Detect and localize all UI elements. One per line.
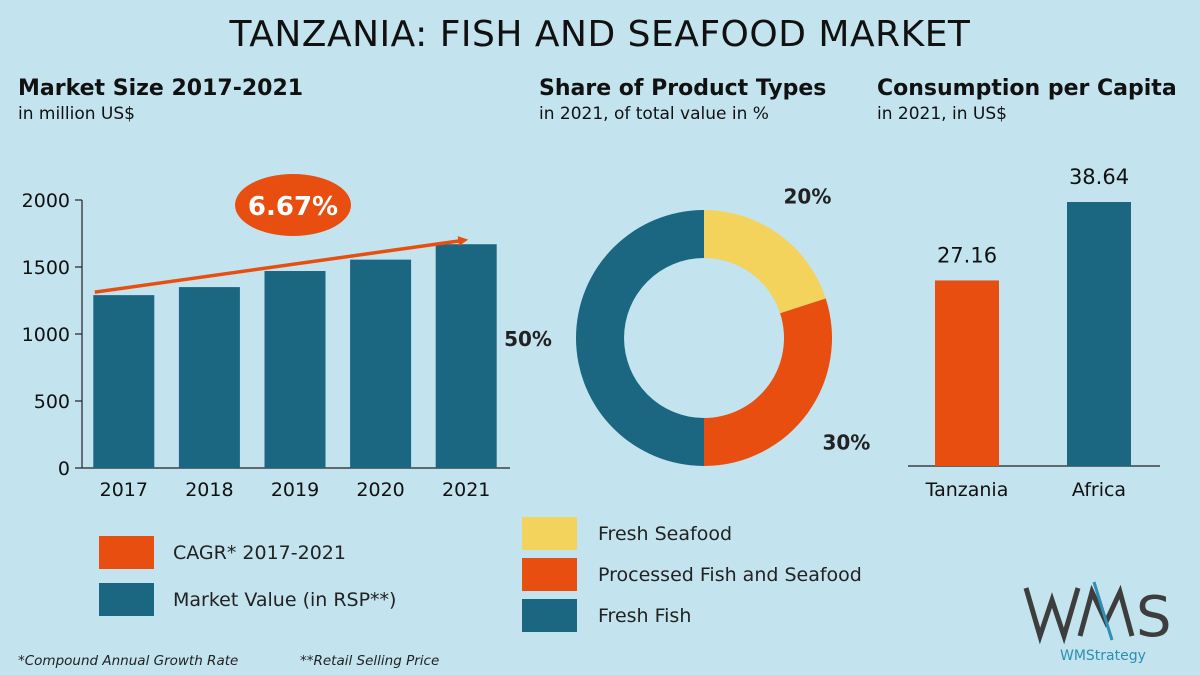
x-tick-label: 2017 [100,479,148,501]
legend-label-fresh-seafood: Fresh Seafood [598,522,733,545]
bar-2021 [435,244,497,468]
y-tick-label: 2000 [22,190,70,212]
legend-swatch-processed [522,558,577,591]
bar-tanzania [935,280,999,466]
market-size-subtitle: in million US$ [18,104,135,124]
wmstrategy-logo: S WMStrategy [1020,578,1190,670]
legend-label-cagr: CAGR* 2017-2021 [173,541,346,564]
consumption-subtitle: in 2021, in US$ [877,104,1007,124]
y-tick-label: 1000 [22,324,70,346]
market-size-chart: 0 500 1000 1500 2000 2017 2018 2019 2020 2021 6.67… [22,174,510,501]
share-legend: Fresh Seafood Processed Fish and Seafood… [522,517,862,632]
data-label: 27.16 [937,243,997,267]
slice-fresh-seafood [704,210,826,314]
consumption-title: Consumption per Capita [877,76,1177,101]
legend-label-fresh-fish: Fresh Fish [598,604,692,627]
svg-text:S: S [1136,585,1172,648]
x-tick-label: 2021 [442,479,490,501]
y-tick-label: 500 [34,391,70,413]
legend-item-cagr: CAGR* 2017-2021 [99,536,396,569]
x-tick-label: 2019 [271,479,319,501]
legend-swatch-fresh-seafood [522,517,577,550]
legend-swatch-fresh-fish [522,599,577,632]
wms-logo-mark: S [1023,581,1172,650]
slice-label: 30% [822,430,870,454]
market-size-header: Market Size 2017-2021 in million US$ [18,76,303,124]
cagr-badge [235,174,351,237]
y-tick-label: 0 [58,458,70,480]
legend-item-processed: Processed Fish and Seafood [522,558,862,591]
bar-2019 [264,271,326,468]
x-tick-label: Africa [1072,479,1126,501]
share-header: Share of Product Types in 2021, of total… [539,76,826,124]
market-legend: CAGR* 2017-2021 Market Value (in RSP**) [99,536,396,616]
slice-label: 20% [784,185,832,209]
footnote-rsp: **Retail Selling Price [300,653,440,669]
x-tick-label: 2020 [356,479,404,501]
consumption-chart: 27.16 Tanzania 38.64 Africa [908,165,1160,501]
cagr-value: 6.67% [248,192,338,222]
share-title: Share of Product Types [539,76,827,101]
share-donut-chart: 20% 30% 50% [504,185,870,466]
legend-item-market-value: Market Value (in RSP**) [99,583,396,616]
consumption-header: Consumption per Capita in 2021, in US$ [877,76,1177,124]
market-size-title: Market Size 2017-2021 [18,76,304,101]
bar-2020 [350,259,412,468]
cagr-arrow [94,236,469,294]
page-title: TANZANIA: FISH AND SEAFOOD MARKET [229,14,971,55]
x-tick-label: 2018 [185,479,233,501]
x-tick-label: Tanzania [925,479,1009,501]
share-subtitle: in 2021, of total value in % [539,104,769,124]
bar-2018 [178,287,240,468]
legend-label-market-value: Market Value (in RSP**) [173,588,397,611]
legend-swatch-market-value [99,583,154,616]
slice-processed-fish-and-seafood [704,298,832,466]
bar-africa [1067,202,1131,466]
legend-item-fresh-fish: Fresh Fish [522,599,862,632]
legend-swatch-cagr [99,536,154,569]
bar-2017 [93,295,155,468]
slice-label: 50% [504,327,552,351]
data-label: 38.64 [1069,165,1129,189]
y-tick-label: 1500 [22,257,70,279]
legend-label-processed: Processed Fish and Seafood [598,563,862,586]
logo-text: WMStrategy [1060,648,1146,664]
footnote-cagr: *Compound Annual Growth Rate [18,653,239,669]
slice-fresh-fish [576,210,704,466]
legend-item-fresh-seafood: Fresh Seafood [522,517,862,550]
